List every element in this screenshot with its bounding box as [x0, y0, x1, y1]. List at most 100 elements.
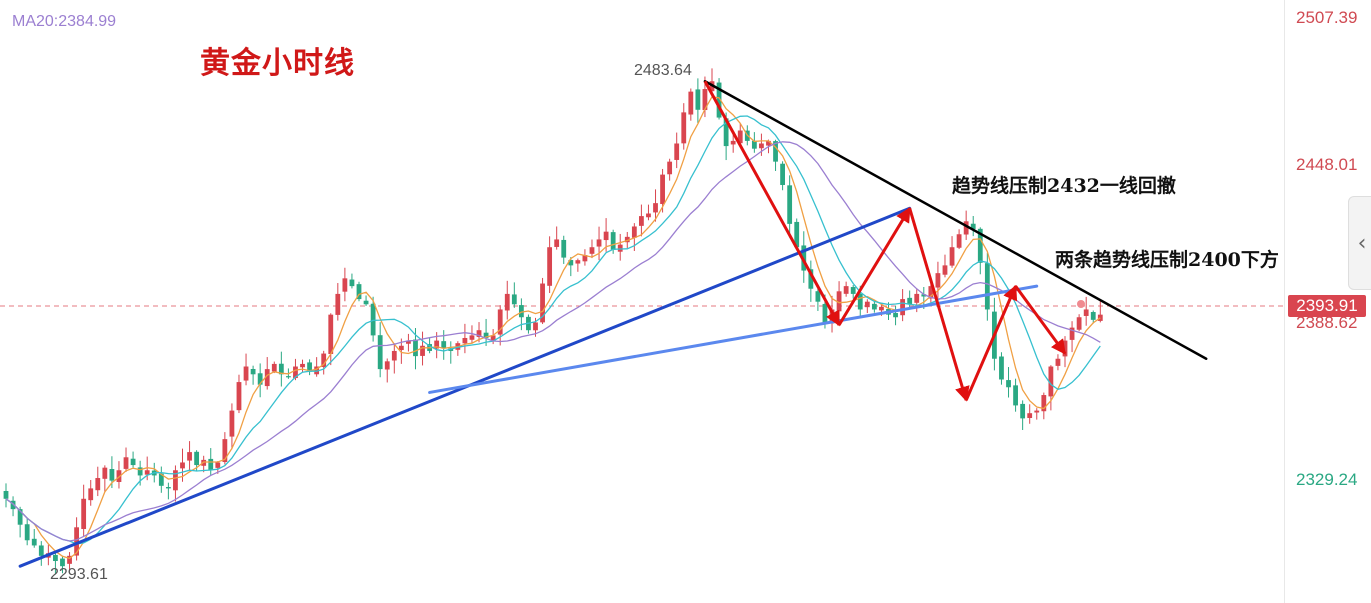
zigzag-arrow: [1014, 285, 1067, 355]
candle: [236, 374, 242, 414]
candle: [123, 447, 129, 472]
candle: [17, 506, 23, 538]
candle-body: [702, 89, 708, 111]
candle-body: [130, 458, 136, 466]
candle: [1097, 300, 1103, 323]
collapse-panel-button[interactable]: ‹: [1348, 196, 1371, 290]
candle: [511, 282, 517, 308]
zigzag-arrow: [837, 207, 911, 326]
candle-body: [794, 221, 800, 248]
candle: [1013, 378, 1018, 412]
candle: [695, 78, 701, 124]
candle-body: [893, 313, 898, 318]
candle-body: [639, 216, 644, 226]
candle-body: [900, 299, 906, 316]
candle-body: [815, 291, 821, 302]
candle-body: [286, 376, 291, 378]
candle-body: [123, 457, 129, 469]
candle: [984, 252, 990, 321]
candle: [1069, 321, 1075, 353]
candle: [589, 239, 595, 259]
candle-body: [730, 140, 736, 145]
axis-tick-label: 2507.39: [1296, 8, 1358, 27]
candle-body: [999, 356, 1004, 380]
candle-body: [278, 363, 284, 375]
candle-body: [843, 286, 849, 294]
candle: [751, 132, 757, 153]
candle-body: [31, 538, 37, 546]
candle-body: [808, 269, 814, 289]
candle: [81, 484, 87, 537]
candle: [1006, 367, 1011, 398]
candle-body: [236, 382, 242, 411]
candle-body: [907, 297, 913, 305]
candle-body: [1034, 410, 1040, 413]
candle-body: [1083, 309, 1089, 316]
candle-body: [596, 239, 602, 247]
candle: [314, 357, 320, 377]
ma5-line: [5, 96, 1101, 560]
candle: [130, 451, 136, 468]
candle-body: [780, 163, 785, 185]
axis-tick-label: 2448.01: [1296, 155, 1358, 174]
candle: [448, 341, 454, 364]
candle-body: [300, 363, 305, 368]
candle-body: [504, 293, 510, 311]
candle: [335, 283, 341, 321]
candle: [38, 541, 44, 566]
axis-tick-label: 2329.24: [1296, 470, 1358, 489]
candle-body: [38, 545, 44, 556]
candle: [773, 139, 778, 171]
ma10-line: [5, 115, 1101, 545]
candle: [406, 333, 411, 352]
candle-body: [928, 286, 934, 299]
current-price-dot: [1077, 300, 1085, 308]
candle-body: [81, 498, 87, 530]
candle-body: [229, 410, 235, 437]
candle: [1041, 392, 1047, 420]
candle: [377, 322, 383, 378]
candle: [808, 260, 814, 302]
candle-body: [10, 500, 16, 510]
candle-body: [667, 161, 673, 175]
candle-body: [335, 293, 341, 315]
candle: [780, 161, 785, 191]
candle-body: [483, 332, 489, 338]
candle: [977, 227, 983, 275]
candle-body: [165, 487, 171, 489]
candle-body: [137, 467, 143, 476]
candle-body: [413, 339, 418, 357]
candle: [321, 350, 327, 375]
zigzag-arrows: [703, 80, 1067, 402]
candle: [116, 461, 122, 489]
candle: [949, 236, 955, 268]
candle: [349, 273, 355, 289]
candle: [871, 300, 877, 313]
candle: [250, 365, 256, 385]
candle: [342, 267, 348, 302]
candle: [864, 299, 870, 314]
candle-body: [74, 527, 79, 556]
candle-body: [215, 462, 221, 468]
candle: [173, 465, 178, 502]
candle-body: [363, 300, 369, 305]
candle-body: [194, 451, 200, 466]
candle: [1076, 314, 1082, 332]
candle: [596, 226, 602, 261]
candle-body: [1062, 340, 1068, 357]
candle: [300, 359, 305, 373]
candle: [60, 555, 65, 574]
low-price-label: 2293.61: [50, 566, 108, 583]
chevron-left-icon: ‹: [1357, 230, 1367, 256]
candles-group: [3, 68, 1103, 575]
candle-body: [610, 232, 616, 250]
candle: [935, 261, 941, 298]
candle-body: [787, 185, 793, 224]
candle-body: [3, 490, 9, 499]
candle-body: [751, 140, 757, 149]
zigzag-arrow: [908, 207, 970, 402]
candle-body: [377, 335, 383, 370]
candle-body: [1006, 380, 1011, 388]
high-price-label: 2483.64: [634, 62, 692, 79]
zigzag-arrow: [703, 80, 841, 327]
